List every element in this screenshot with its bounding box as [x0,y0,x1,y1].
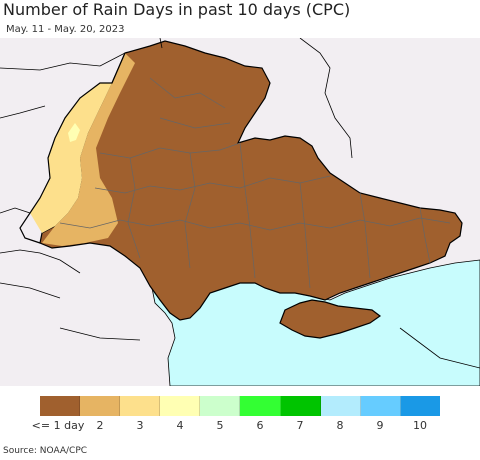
legend-swatch-2 [80,396,121,416]
region-2days [42,53,135,246]
region-4days [68,123,80,142]
legend-label-1: <= 1 day [31,419,85,432]
country-borders [0,38,480,369]
legend-swatch-5 [200,396,241,416]
legend-label-7: 7 [296,419,304,432]
legend-swatch-6 [240,396,281,416]
date-range: May. 11 - May. 20, 2023 [6,24,125,35]
legend-label-5: 5 [216,419,224,432]
region-3days [30,83,112,233]
legend-label-2: 2 [96,419,104,432]
rain-days-map [0,38,480,386]
legend-label-4: 4 [176,419,184,432]
legend-swatch-9 [360,396,401,416]
source-credit: Source: NOAA/CPC [3,446,88,456]
oblast-borders [59,77,451,289]
legend-swatch-4 [160,396,201,416]
legend-label-3: 3 [136,419,144,432]
legend-label-8: 8 [336,419,344,432]
legend-swatch-1 [40,396,81,416]
ukraine-region-1day [39,40,463,321]
legend-label-9: 9 [376,419,384,432]
legend-swatch-8 [320,396,361,416]
legend-swatch-3 [120,396,161,416]
legend-labels: <= 1 day 2 3 4 5 6 7 8 9 10 [0,419,480,435]
legend-bar [40,396,440,416]
ukraine-border-west [19,52,126,244]
legend-label-6: 6 [256,419,264,432]
legend-swatch-10 [400,396,440,416]
map-title: Number of Rain Days in past 10 days (CPC… [3,0,351,19]
legend-swatch-7 [280,396,321,416]
legend-label-10: 10 [413,419,427,432]
crimea [279,299,382,339]
